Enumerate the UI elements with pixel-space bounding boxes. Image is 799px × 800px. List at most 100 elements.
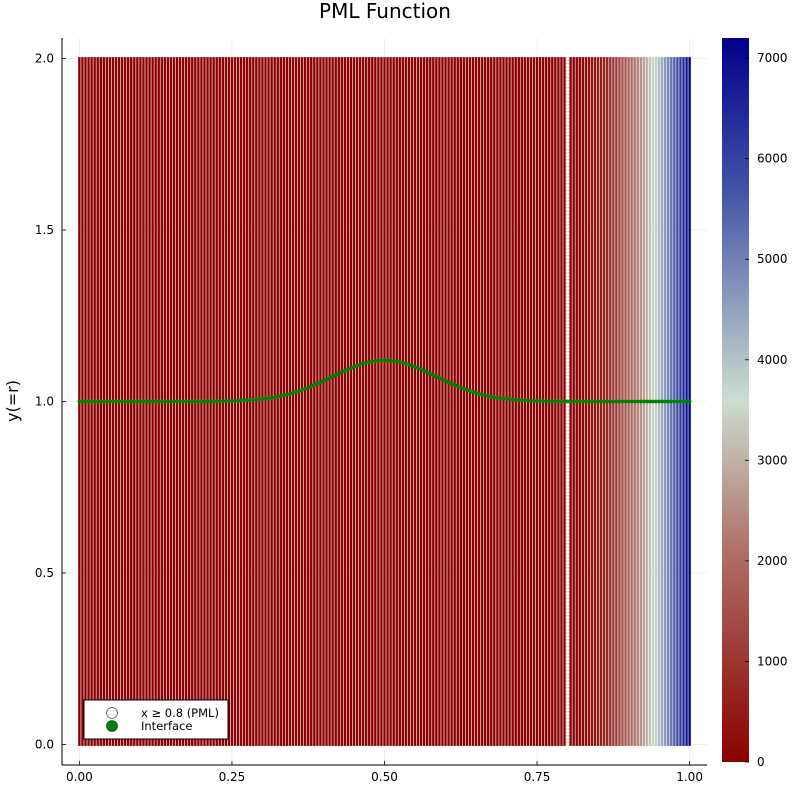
- interface-point: [230, 399, 234, 403]
- pml-point: [565, 204, 570, 208]
- pml-point: [565, 63, 570, 68]
- field-column: [294, 57, 298, 746]
- interface-point: [251, 397, 256, 402]
- field-column: [313, 57, 316, 746]
- interface-point: [226, 399, 231, 403]
- interface-point: [583, 399, 588, 404]
- interface-point: [364, 360, 369, 365]
- interface-point: [318, 380, 323, 385]
- interface-point: [614, 399, 619, 404]
- colorbar-gradient: [722, 38, 749, 762]
- pml-point: [565, 608, 570, 613]
- pml-point: [565, 529, 570, 534]
- pml-point: [565, 471, 570, 476]
- interface-point: [205, 399, 210, 404]
- interface-point: [580, 399, 585, 404]
- x-ticks: 0.00 0.25 0.50 0.75 1.00: [66, 761, 703, 784]
- interface-point: [400, 360, 405, 365]
- pml-point: [565, 176, 570, 181]
- pml-point: [565, 420, 570, 424]
- field-column: [264, 57, 267, 746]
- interface-point: [239, 398, 243, 403]
- interface-point: [532, 398, 536, 403]
- interface-point: [349, 366, 353, 371]
- pml-point: [565, 636, 570, 640]
- y-axis-label: y(=r): [3, 380, 22, 422]
- interface-point: [291, 390, 295, 395]
- pml-point: [565, 91, 570, 95]
- interface-point: [471, 390, 475, 394]
- interface-point: [443, 379, 448, 383]
- pml-point: [565, 468, 570, 472]
- field-column: [276, 57, 279, 746]
- pml-point: [565, 224, 570, 229]
- pml-point: [565, 365, 570, 370]
- x-tick-label: 0.75: [524, 770, 551, 784]
- pml-point: [565, 416, 570, 421]
- interface-point: [373, 359, 378, 363]
- interface-point: [108, 399, 112, 404]
- pml-point: [565, 687, 570, 692]
- interface-point: [144, 399, 149, 404]
- field-column: [480, 57, 484, 746]
- interface-point: [379, 358, 384, 363]
- pml-point: [565, 711, 570, 716]
- pml-point: [565, 300, 570, 304]
- pml-point: [565, 334, 570, 339]
- field-column: [471, 57, 475, 746]
- pml-point: [565, 385, 570, 390]
- pml-point: [565, 577, 570, 582]
- interface-point: [220, 399, 225, 404]
- interface-point: [370, 359, 375, 364]
- interface-point: [416, 366, 420, 371]
- pml-point: [565, 163, 570, 167]
- interface-point: [138, 399, 143, 404]
- interface-point: [565, 399, 570, 404]
- interface-point: [468, 389, 472, 393]
- field-column: [288, 57, 292, 746]
- field-column: [511, 57, 514, 746]
- field-column: [444, 57, 447, 746]
- interface-point: [233, 398, 237, 403]
- interface-point: [132, 399, 137, 404]
- interface-point: [455, 384, 460, 389]
- pml-point: [565, 169, 570, 174]
- pml-point: [565, 248, 570, 253]
- field-column: [340, 57, 344, 746]
- field-column: [474, 57, 478, 746]
- field-column: [282, 57, 286, 746]
- interface-point: [242, 398, 247, 403]
- pml-point: [565, 735, 570, 740]
- pml-point: [565, 115, 570, 119]
- interface-point: [101, 399, 106, 404]
- interface-point: [513, 397, 518, 402]
- interface-series: [77, 358, 692, 404]
- interface-point: [672, 399, 677, 404]
- interface-point: [611, 399, 616, 404]
- pml-point: [565, 241, 570, 246]
- interface-point: [275, 394, 280, 399]
- pml-point: [565, 728, 570, 733]
- interface-point: [562, 399, 567, 404]
- interface-point: [330, 374, 335, 379]
- pml-point: [565, 481, 570, 486]
- interface-point: [98, 399, 103, 404]
- pml-point: [565, 60, 570, 64]
- pml-point: [565, 252, 570, 256]
- interface-point: [361, 361, 366, 366]
- pml-point: [565, 567, 570, 572]
- interface-point: [397, 360, 402, 364]
- pml-point: [565, 694, 570, 699]
- interface-point: [632, 399, 637, 404]
- pml-point: [565, 601, 570, 606]
- interface-point: [355, 363, 359, 368]
- pml-point: [565, 447, 570, 452]
- field-column: [270, 57, 273, 746]
- pml-point: [565, 725, 570, 730]
- interface-point: [394, 359, 399, 364]
- pml-point: [565, 605, 570, 610]
- field-column: [392, 57, 395, 746]
- field-column: [297, 57, 301, 746]
- pml-point: [565, 396, 570, 400]
- pml-point: [565, 643, 570, 647]
